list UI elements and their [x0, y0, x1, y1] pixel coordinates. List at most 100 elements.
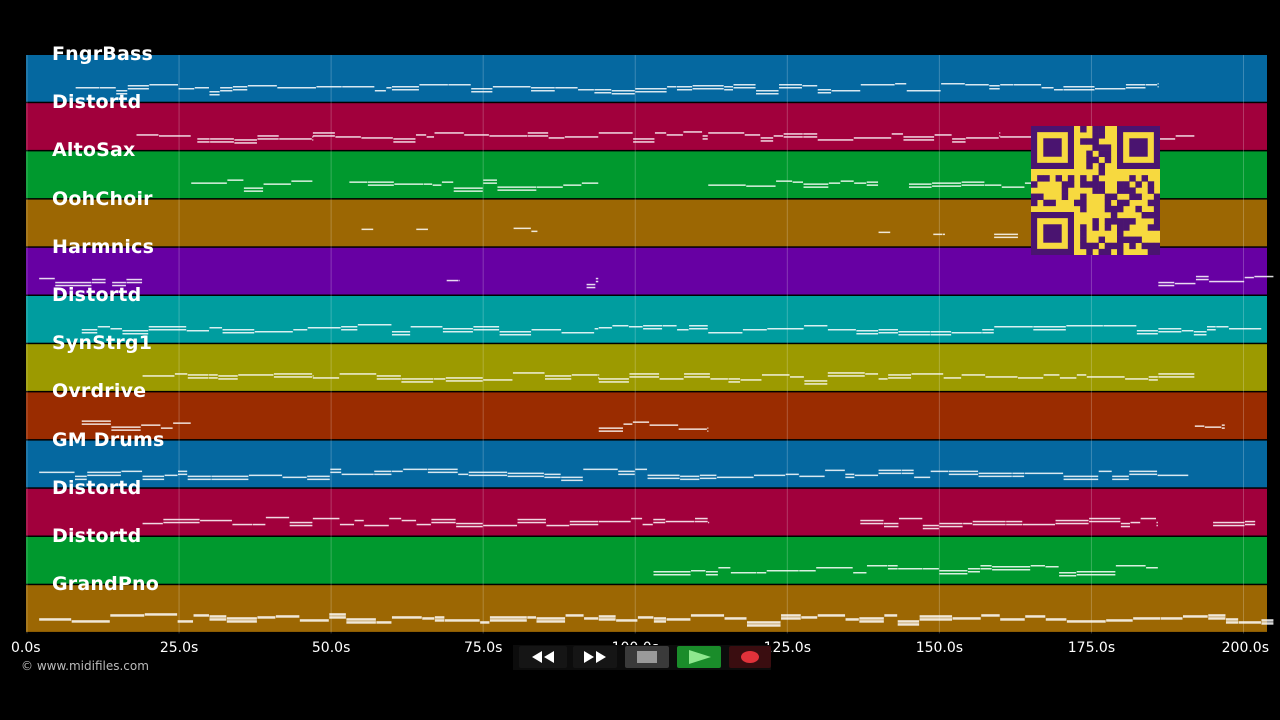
stop-icon: [637, 651, 657, 663]
note: [754, 474, 786, 477]
note: [1013, 84, 1042, 86]
note: [456, 525, 483, 528]
note: [364, 524, 389, 527]
note: [1158, 376, 1195, 378]
note: [1000, 136, 1039, 138]
note: [707, 430, 709, 432]
note: [186, 330, 209, 332]
note: [708, 332, 743, 334]
fast-forward-button[interactable]: [573, 646, 617, 668]
note: [635, 91, 667, 93]
note: [544, 473, 561, 476]
note: [911, 373, 944, 375]
note: [187, 374, 209, 376]
note: [683, 131, 703, 133]
note: [1158, 373, 1195, 375]
note: [403, 468, 428, 471]
play-button[interactable]: [677, 646, 721, 668]
note: [967, 571, 980, 573]
note: [111, 429, 141, 431]
note: [878, 469, 902, 472]
note: [265, 516, 290, 519]
note: [595, 280, 599, 283]
note: [1195, 275, 1209, 278]
track-lane: [26, 296, 1267, 343]
note: [1059, 572, 1077, 574]
note: [665, 520, 695, 523]
note: [431, 518, 456, 521]
note: [178, 473, 188, 476]
note: [112, 284, 126, 287]
note: [357, 324, 392, 326]
note: [316, 86, 342, 88]
note: [312, 377, 340, 379]
stop-button[interactable]: [625, 646, 669, 668]
note: [544, 476, 561, 479]
note: [144, 613, 178, 616]
note: [178, 88, 195, 90]
note: [1025, 615, 1046, 618]
note: [692, 85, 724, 87]
note: [1145, 84, 1158, 86]
note: [393, 138, 416, 140]
note: [761, 374, 790, 376]
note: [845, 473, 855, 476]
play-icon: [689, 650, 711, 664]
note: [1133, 617, 1160, 620]
note: [173, 422, 191, 424]
note: [401, 519, 417, 522]
note: [1098, 470, 1112, 473]
note: [1018, 377, 1044, 379]
note: [799, 570, 816, 572]
record-button[interactable]: [729, 646, 771, 668]
note: [142, 478, 165, 481]
note: [1228, 328, 1262, 330]
note: [142, 522, 163, 525]
note: [367, 184, 394, 186]
note: [464, 134, 489, 136]
note: [1000, 84, 1013, 86]
note: [1125, 84, 1146, 86]
note: [966, 137, 999, 139]
note: [578, 89, 594, 91]
note: [1158, 281, 1175, 284]
note: [127, 85, 149, 87]
note: [1112, 475, 1129, 478]
note: [951, 332, 982, 334]
note: [994, 326, 1033, 328]
note: [633, 138, 655, 140]
note: [878, 329, 898, 331]
note: [209, 615, 227, 618]
note: [659, 378, 684, 380]
track-label: AltoSax: [52, 139, 136, 162]
note: [187, 377, 209, 379]
note: [684, 373, 710, 375]
note: [312, 136, 314, 138]
note: [473, 329, 500, 331]
note: [860, 522, 884, 525]
note: [692, 88, 724, 90]
note: [222, 332, 255, 334]
note: [1156, 521, 1158, 524]
note: [586, 286, 596, 289]
note: [803, 133, 818, 135]
note: [999, 132, 1001, 134]
note: [193, 614, 209, 617]
note: [279, 138, 312, 140]
note: [569, 523, 599, 526]
note: [471, 88, 493, 90]
note: [710, 378, 728, 380]
note: [232, 89, 248, 91]
note: [126, 278, 143, 281]
note: [943, 377, 962, 379]
note: [695, 520, 708, 523]
note: [282, 476, 307, 479]
note: [561, 479, 583, 482]
note: [785, 473, 799, 476]
note: [247, 85, 277, 87]
note: [583, 468, 618, 471]
note: [367, 181, 394, 183]
note: [434, 619, 445, 622]
note: [598, 430, 623, 432]
rewind-button[interactable]: [519, 646, 567, 668]
